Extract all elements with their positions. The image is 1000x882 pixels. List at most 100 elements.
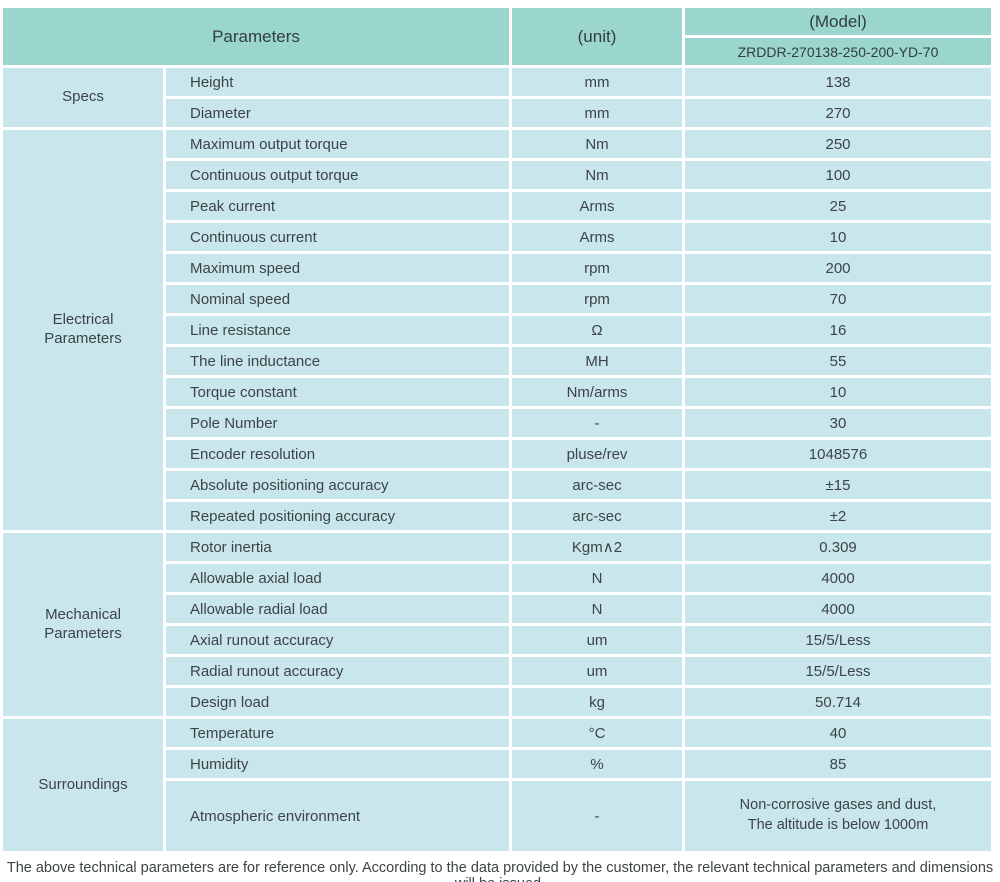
param-cell: Atmospheric environment: [166, 781, 509, 851]
param-cell: Temperature: [166, 719, 509, 747]
unit-cell: Nm: [512, 161, 682, 189]
footer-note: The above technical parameters are for r…: [6, 860, 994, 882]
table-row: Design load kg 50.714: [3, 688, 991, 716]
value-cell: 250: [685, 130, 991, 158]
unit-cell: mm: [512, 99, 682, 127]
table-row: Absolute positioning accuracy arc-sec ±1…: [3, 471, 991, 499]
unit-cell: arc-sec: [512, 502, 682, 530]
param-cell: Repeated positioning accuracy: [166, 502, 509, 530]
section-label-electrical: Electrical Parameters: [3, 130, 163, 530]
table-row: Nominal speed rpm 70: [3, 285, 991, 313]
value-cell: 1048576: [685, 440, 991, 468]
unit-cell: um: [512, 626, 682, 654]
table-row: Repeated positioning accuracy arc-sec ±2: [3, 502, 991, 530]
section-label-specs: Specs: [3, 68, 163, 127]
table-row: Diameter mm 270: [3, 99, 991, 127]
header-model: (Model): [685, 8, 991, 35]
value-cell: 55: [685, 347, 991, 375]
unit-cell: Arms: [512, 192, 682, 220]
param-cell: Allowable axial load: [166, 564, 509, 592]
table-row: Continuous output torque Nm 100: [3, 161, 991, 189]
table-row: Torque constant Nm/arms 10: [3, 378, 991, 406]
param-cell: Axial runout accuracy: [166, 626, 509, 654]
header-unit: (unit): [512, 8, 682, 65]
table-row: Mechanical Parameters Rotor inertia Kgm∧…: [3, 533, 991, 716]
table-row: Electrical Parameters Maximum output tor…: [3, 130, 991, 530]
unit-cell: pluse/rev: [512, 440, 682, 468]
value-cell: 4000: [685, 564, 991, 592]
unit-cell: Nm/arms: [512, 378, 682, 406]
param-cell: Encoder resolution: [166, 440, 509, 468]
unit-cell: rpm: [512, 285, 682, 313]
value-cell: 0.309: [685, 533, 991, 561]
unit-cell: um: [512, 657, 682, 685]
value-cell: 4000: [685, 595, 991, 623]
table-row: Surroundings Temperature °C 40: [3, 719, 991, 851]
unit-cell: -: [512, 781, 682, 851]
param-cell: Radial runout accuracy: [166, 657, 509, 685]
unit-cell: Arms: [512, 223, 682, 251]
table-row: Maximum speed rpm 200: [3, 254, 991, 282]
value-cell: ±2: [685, 502, 991, 530]
param-cell: Peak current: [166, 192, 509, 220]
table-row: Allowable radial load N 4000: [3, 595, 991, 623]
parameters-table: Parameters (unit) (Model) ZRDDR-270138-2…: [0, 5, 994, 854]
value-cell: 200: [685, 254, 991, 282]
value-cell: Non-corrosive gases and dust, The altitu…: [685, 781, 991, 851]
table-row: Allowable axial load N 4000: [3, 564, 991, 592]
param-cell: Torque constant: [166, 378, 509, 406]
value-cell: 10: [685, 223, 991, 251]
value-cell: 30: [685, 409, 991, 437]
value-cell: 50.714: [685, 688, 991, 716]
unit-cell: arc-sec: [512, 471, 682, 499]
value-cell: 15/5/Less: [685, 626, 991, 654]
value-cell: 25: [685, 192, 991, 220]
unit-cell: -: [512, 409, 682, 437]
table-row: Encoder resolution pluse/rev 1048576: [3, 440, 991, 468]
table-row: Line resistance Ω 16: [3, 316, 991, 344]
table-header-row: Parameters (unit) (Model): [3, 8, 991, 65]
param-cell: Continuous output torque: [166, 161, 509, 189]
unit-cell: mm: [512, 68, 682, 96]
unit-cell: °C: [512, 719, 682, 747]
value-cell: 40: [685, 719, 991, 747]
param-cell: Rotor inertia: [166, 533, 509, 561]
unit-cell: Kgm∧2: [512, 533, 682, 561]
param-cell: Height: [166, 68, 509, 96]
param-cell: Humidity: [166, 750, 509, 778]
value-cell: 10: [685, 378, 991, 406]
param-cell: Line resistance: [166, 316, 509, 344]
unit-cell: MH: [512, 347, 682, 375]
value-cell: 138: [685, 68, 991, 96]
param-cell: Allowable radial load: [166, 595, 509, 623]
header-parameters: Parameters: [3, 8, 509, 65]
param-cell: Continuous current: [166, 223, 509, 251]
table-row: Axial runout accuracy um 15/5/Less: [3, 626, 991, 654]
param-cell: Absolute positioning accuracy: [166, 471, 509, 499]
value-cell: 15/5/Less: [685, 657, 991, 685]
table-row: Specs Height mm 138: [3, 68, 991, 127]
unit-cell: %: [512, 750, 682, 778]
param-cell: Nominal speed: [166, 285, 509, 313]
unit-cell: rpm: [512, 254, 682, 282]
value-cell: 100: [685, 161, 991, 189]
value-cell: 85: [685, 750, 991, 778]
param-cell: Maximum output torque: [166, 130, 509, 158]
table-row: The line inductance MH 55: [3, 347, 991, 375]
table-row: Radial runout accuracy um 15/5/Less: [3, 657, 991, 685]
unit-cell: N: [512, 564, 682, 592]
section-label-surroundings: Surroundings: [3, 719, 163, 851]
param-cell: Design load: [166, 688, 509, 716]
value-cell: 70: [685, 285, 991, 313]
value-cell: ±15: [685, 471, 991, 499]
table-row: Peak current Arms 25: [3, 192, 991, 220]
table-row: Humidity % 85: [3, 750, 991, 778]
header-model-code: ZRDDR-270138-250-200-YD-70: [685, 38, 991, 65]
table-header-model-row: ZRDDR-270138-250-200-YD-70: [3, 38, 991, 65]
param-cell: Pole Number: [166, 409, 509, 437]
table-row: Atmospheric environment - Non-corrosive …: [3, 781, 991, 851]
section-label-mechanical: Mechanical Parameters: [3, 533, 163, 716]
unit-cell: Nm: [512, 130, 682, 158]
value-cell: 270: [685, 99, 991, 127]
